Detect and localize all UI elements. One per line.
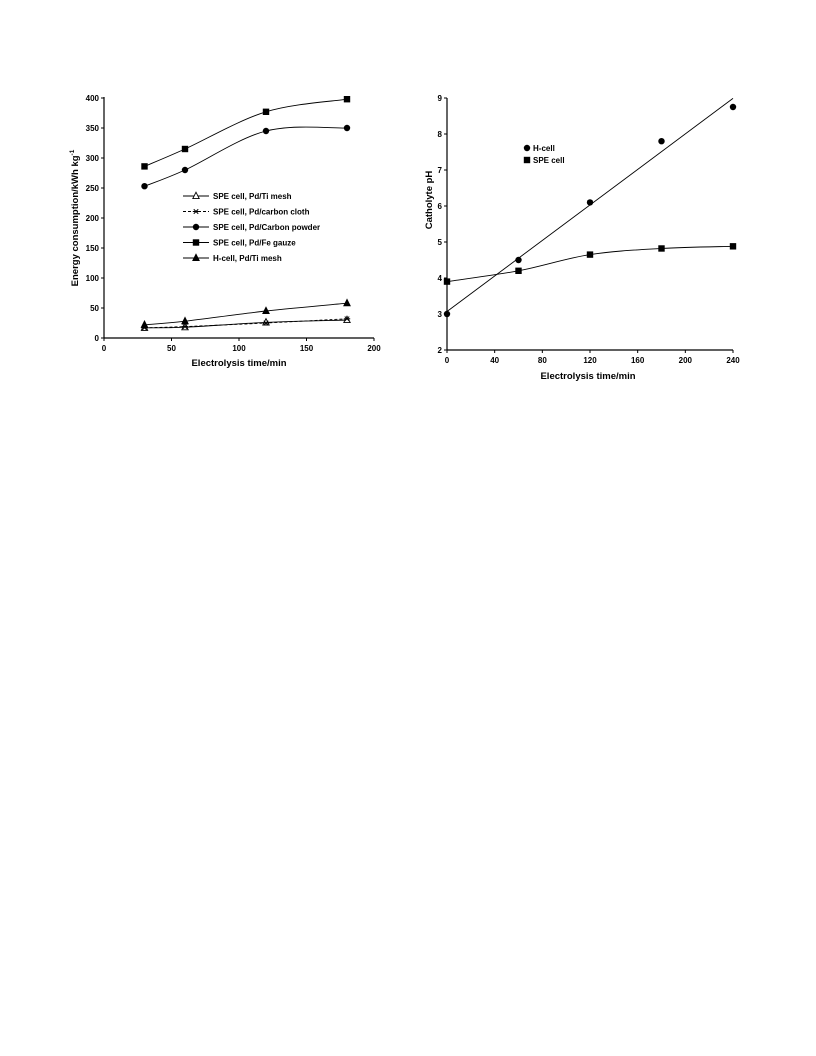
data-point [262,306,270,315]
series-group [140,96,351,331]
y-tick-label: 7 [438,166,443,175]
y-tick-label: 50 [90,304,99,313]
data-point [262,108,270,115]
x-tick-label: 240 [726,356,740,365]
y-tick-label: 300 [86,154,100,163]
legend-marker [523,144,531,152]
legend: H-cell SPE cell [523,144,565,165]
y-tick-label: 350 [86,124,100,133]
data-point [262,127,270,135]
data-point [141,163,148,170]
data-point [586,199,594,206]
data-point [181,316,189,325]
data-point [729,243,737,250]
x-ticks: 0 50 100 150 200 [102,338,381,353]
data-point-stroke [344,316,350,322]
series-line [144,98,348,167]
x-tick-label: 80 [538,356,547,365]
legend-label: SPE cell, Pd/Carbon powder [213,223,320,232]
x-tick-label: 200 [679,356,693,365]
legend-marker [192,208,200,215]
x-axis-label: Electrolysis time/min [540,371,635,382]
x-tick-label: 160 [631,356,645,365]
x-tick-label: 120 [583,356,597,365]
data-point [181,324,189,330]
legend-marker [192,191,200,200]
legend-marker [192,223,200,231]
y-axis-label-main: Energy consumption/kWh kg [70,155,81,286]
data-point [443,310,451,318]
series-group [443,97,737,318]
y-tick-label: 0 [95,334,100,343]
y-axis-label: Catholyte pH [424,171,435,230]
y-tick-label: 5 [438,238,443,247]
x-tick-label: 0 [445,356,450,365]
x-tick-label: 200 [367,344,381,353]
data-point [443,278,451,285]
legend: SPE cell, Pd/Ti mesh SPE cell, Pd/carbon … [183,191,320,263]
y-tick-label: 400 [86,94,100,103]
data-point [515,256,522,264]
data-point [343,298,351,307]
data-point-stroke [182,324,188,330]
data-point [658,138,665,145]
y-tick-label: 250 [86,184,100,193]
y-tick-label: 150 [86,244,100,253]
series-line [144,318,348,329]
legend-label: H-cell, Pd/Ti mesh [213,254,282,263]
x-tick-label: 50 [167,344,176,353]
y-tick-label: 3 [438,310,443,319]
data-point [343,96,351,103]
x-tick-label: 0 [102,344,107,353]
y-ticks: 2 3 4 5 6 7 8 9 [438,94,447,355]
data-point [658,245,665,252]
legend-marker [192,253,200,262]
series-line [144,302,348,326]
data-point [343,316,351,322]
data-point [262,317,270,326]
data-point-stroke [263,320,269,326]
y-tick-label: 4 [438,274,443,283]
data-point [140,319,149,328]
legend-label: SPE cell [533,156,565,165]
legend-marker [192,239,200,246]
x-tick-label: 150 [300,344,314,353]
legend-marker-stroke [193,208,199,215]
data-point [141,183,148,190]
x-axis-label: Electrolysis time/min [191,358,286,369]
legend-label: H-cell [533,144,555,153]
legend-label: SPE cell, Pd/carbon cloth [213,208,310,217]
y-tick-label: 9 [438,94,443,103]
data-point [586,251,594,258]
y-axis-label-superscript: -1 [69,149,76,155]
y-tick-label: 6 [438,202,443,211]
data-point [181,166,189,174]
y-tick-label: 200 [86,214,100,223]
data-point [181,145,189,153]
data-point [262,320,270,326]
series-line [144,126,348,187]
catholyte-ph-chart: 0 40 80 120 160 200 240 2 3 4 5 6 7 8 9 H-cell SPE cel… [424,94,740,382]
x-tick-label: 100 [232,344,246,353]
data-point [343,124,351,132]
y-tick-label: 100 [86,274,100,283]
data-point [729,103,737,111]
data-point [515,267,522,274]
x-ticks: 0 40 80 120 160 200 240 [445,350,740,365]
y-axis-label: Energy consumption/kWh kg-1 [69,149,81,286]
legend-label: SPE cell, Pd/Fe gauze [213,239,296,248]
energy-consumption-chart: 0 50 100 150 200 0 50 100 150 200 250 300 350 400 SP… [69,94,381,369]
legend-label: SPE cell, Pd/Ti mesh [213,192,292,201]
legend-marker [523,156,531,164]
y-tick-label: 8 [438,130,443,139]
y-tick-label: 2 [438,346,443,355]
y-ticks: 0 50 100 150 200 250 300 350 400 [86,94,104,343]
x-tick-label: 40 [490,356,499,365]
